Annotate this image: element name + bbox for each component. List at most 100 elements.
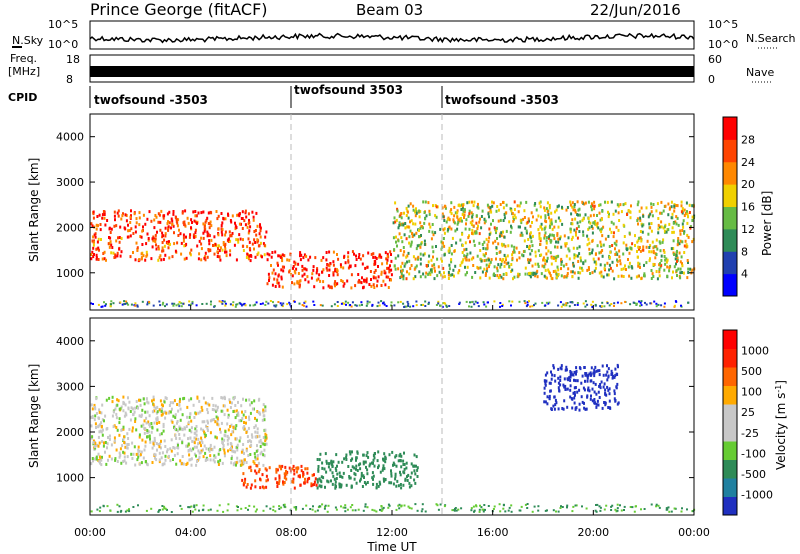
power-cell xyxy=(194,210,197,213)
power-cell xyxy=(182,239,185,243)
power-cell xyxy=(365,304,368,307)
power-cell xyxy=(487,205,490,209)
power-cell xyxy=(429,225,432,229)
power-cell xyxy=(551,256,554,260)
power-cell xyxy=(220,301,223,304)
power-cell xyxy=(529,271,532,275)
colorbar-swatch xyxy=(723,117,737,140)
power-cell xyxy=(560,257,563,261)
power-cell xyxy=(616,263,618,267)
velocity-cell xyxy=(598,384,601,388)
power-cell xyxy=(652,246,655,250)
velocity-cell xyxy=(240,419,243,423)
velocity-cell xyxy=(116,398,119,402)
power-cell xyxy=(318,273,321,277)
power-cell xyxy=(332,271,335,275)
power-cell xyxy=(671,226,674,230)
power-cell xyxy=(676,243,679,247)
power-cell xyxy=(622,241,625,245)
power-cell xyxy=(150,219,153,223)
power-cell xyxy=(624,300,627,303)
velocity-cell xyxy=(548,394,551,398)
power-cell xyxy=(555,272,558,276)
power-cell xyxy=(471,275,474,279)
power-cell xyxy=(197,257,200,261)
velocity-cell xyxy=(268,466,271,470)
power-cell xyxy=(172,210,175,213)
velocity-cell xyxy=(240,507,243,510)
velocity-cell xyxy=(569,378,572,382)
power-cell xyxy=(461,219,463,223)
power-cell xyxy=(466,252,469,256)
velocity-cell xyxy=(334,480,337,484)
velocity-cell xyxy=(115,412,118,416)
power-cell xyxy=(477,206,480,210)
velocity-cell xyxy=(384,460,387,464)
power-cell xyxy=(539,237,542,241)
power-cell xyxy=(670,200,673,204)
velocity-cell xyxy=(214,404,217,408)
power-cell xyxy=(441,212,444,216)
velocity-cell xyxy=(206,411,209,415)
velocity-cell xyxy=(206,408,209,411)
power-cell xyxy=(602,275,605,279)
velocity-cell xyxy=(222,510,225,513)
power-cell xyxy=(213,305,216,308)
velocity-cell xyxy=(231,455,233,459)
power-cell xyxy=(439,227,442,231)
power-cell xyxy=(604,237,607,241)
power-cell xyxy=(175,304,178,307)
power-cell xyxy=(132,232,135,235)
power-cell xyxy=(252,215,255,219)
velocity-cell xyxy=(606,364,608,368)
velocity-cell xyxy=(304,477,306,481)
velocity-cell xyxy=(179,459,182,463)
velocity-cell xyxy=(354,509,357,512)
velocity-cell xyxy=(600,380,603,384)
power-cell xyxy=(183,257,186,261)
velocity-cell xyxy=(362,453,365,457)
velocity-cell xyxy=(243,421,245,424)
power-cell xyxy=(671,212,674,216)
power-cell xyxy=(461,206,464,210)
power-cell xyxy=(607,215,610,219)
power-cell xyxy=(497,263,500,267)
power-cell xyxy=(224,247,227,251)
power-cell xyxy=(508,220,511,224)
power-cell xyxy=(664,262,667,266)
power-cell xyxy=(665,257,668,261)
power-cell xyxy=(400,269,403,273)
velocity-cell xyxy=(113,424,116,428)
velocity-cell xyxy=(598,396,601,399)
power-cell xyxy=(413,267,416,271)
power-cell xyxy=(565,242,568,246)
velocity-cell xyxy=(291,467,294,471)
velocity-cell xyxy=(124,403,127,407)
velocity-cell xyxy=(355,464,358,468)
power-cell xyxy=(476,227,479,231)
velocity-cell xyxy=(317,468,320,471)
power-cell xyxy=(361,262,364,266)
velocity-cell xyxy=(413,478,416,482)
power-cell xyxy=(556,233,559,237)
velocity-cell xyxy=(91,407,94,411)
power-cell xyxy=(390,259,393,263)
velocity-cell xyxy=(117,399,120,403)
power-cell xyxy=(167,220,169,224)
power-cell xyxy=(157,258,160,262)
power-cell xyxy=(418,209,421,213)
power-cell xyxy=(447,277,450,280)
velocity-cell xyxy=(338,482,341,486)
power-cell xyxy=(397,254,400,258)
power-cell xyxy=(579,266,581,270)
power-cell xyxy=(543,274,546,278)
velocity-cell xyxy=(402,459,405,463)
power-cell xyxy=(153,226,156,230)
colorbar-swatch xyxy=(723,459,737,479)
velocity-cell xyxy=(397,484,400,488)
velocity-cell xyxy=(617,365,619,369)
velocity-cell xyxy=(250,440,253,444)
power-cell xyxy=(447,270,450,274)
velocity-cell xyxy=(199,451,202,455)
power-cell xyxy=(424,200,427,204)
